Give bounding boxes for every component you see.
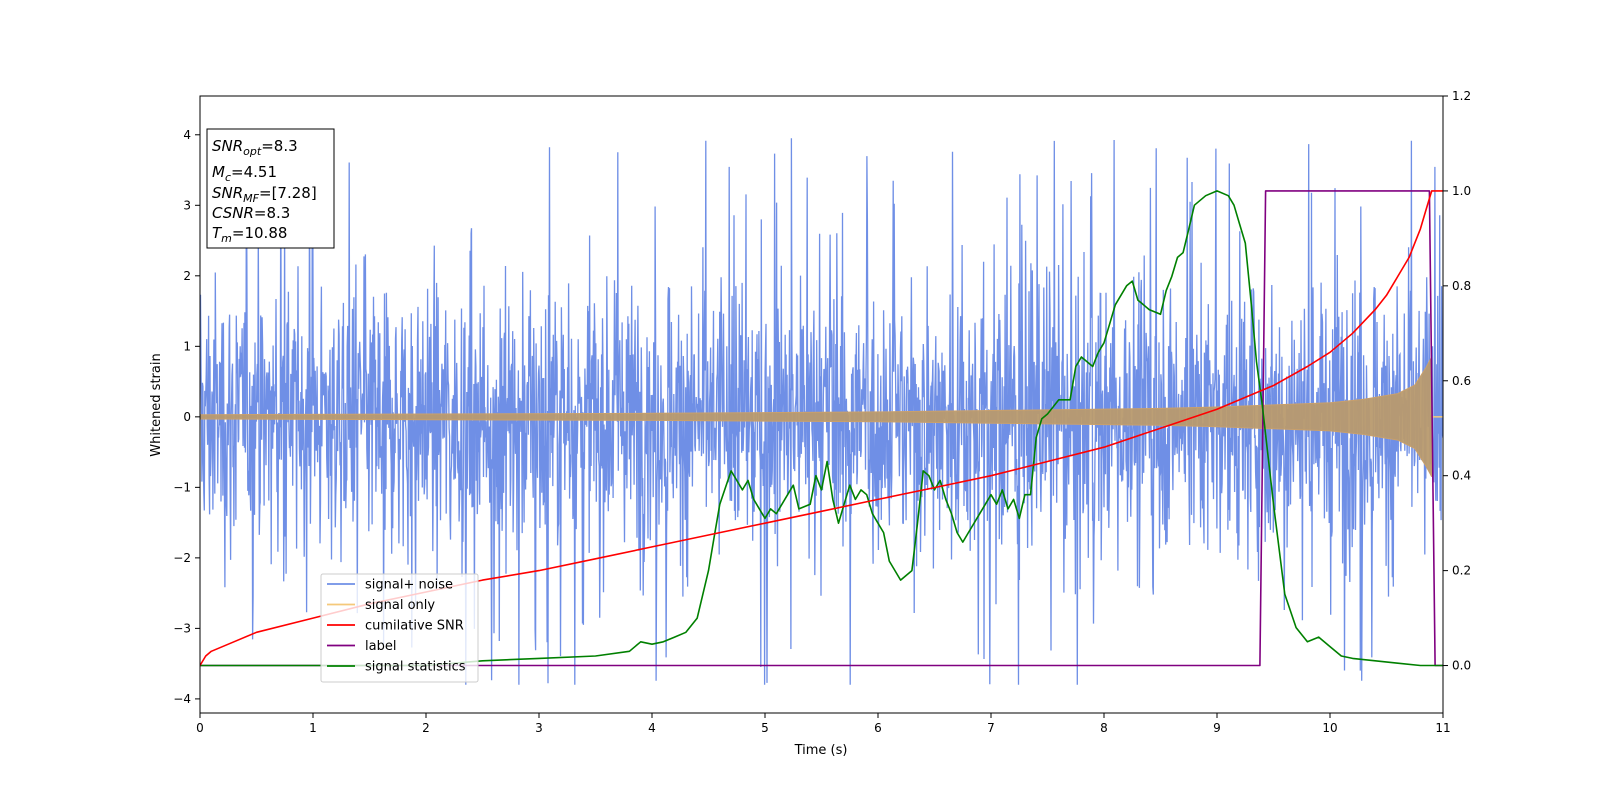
right-y-tick-label: 1.2 <box>1452 89 1471 103</box>
legend-entry-label: signal+ noise <box>365 578 453 593</box>
legend-entry-label: cumilative SNR <box>365 619 464 634</box>
legend-frame <box>320 573 479 683</box>
right-y-tick-label: 0.6 <box>1452 374 1471 388</box>
left-y-tick-label: −1 <box>173 480 191 494</box>
left-y-axis-ticks: −4 −3 −2 −1 0 1 2 3 4 <box>173 128 200 706</box>
left-y-tick-label: −4 <box>173 692 191 706</box>
signal-only-envelope <box>200 356 1433 478</box>
signal-statistics-line <box>200 190 1443 667</box>
legend: signal+ noise signal only cumilative SNR la… <box>320 573 479 683</box>
info-csnr: CSNR=8.3 <box>212 204 290 222</box>
x-tick-label: 9 <box>1213 721 1221 735</box>
x-tick-label: 10 <box>1322 721 1337 735</box>
x-tick-label: 7 <box>987 721 995 735</box>
x-tick-label: 6 <box>874 721 882 735</box>
axes-frame <box>199 95 1444 714</box>
right-y-tick-label: 0.2 <box>1452 564 1471 578</box>
left-y-tick-label: 1 <box>183 339 191 353</box>
info-box: SNRopt=8.3 Mc=4.51 SNRMF=[7.28] CSNR=8.3… <box>206 128 335 249</box>
x-tick-label: 8 <box>1100 721 1108 735</box>
left-y-tick-label: 4 <box>183 128 191 142</box>
legend-entry-label: label <box>365 639 396 654</box>
right-y-tick-label: 0.8 <box>1452 279 1471 293</box>
left-y-tick-label: 0 <box>183 410 191 424</box>
info-tm: Tm=10.88 <box>212 224 287 245</box>
left-y-tick-label: 2 <box>183 269 191 283</box>
signal-noise-line <box>200 138 1443 685</box>
x-tick-label: 0 <box>196 721 204 735</box>
info-box-frame <box>206 128 335 249</box>
right-y-tick-label: 0.0 <box>1452 659 1471 673</box>
legend-entry-label: signal statistics <box>365 660 466 675</box>
x-tick-label: 4 <box>648 721 656 735</box>
x-tick-label: 3 <box>535 721 543 735</box>
x-tick-label: 2 <box>422 721 430 735</box>
legend-entry-label: signal only <box>365 598 435 613</box>
left-y-tick-label: 3 <box>183 198 191 212</box>
x-tick-label: 1 <box>309 721 317 735</box>
left-y-tick-label: −3 <box>173 621 191 635</box>
x-tick-label: 11 <box>1435 721 1450 735</box>
info-mc: Mc=4.51 <box>212 163 277 184</box>
info-snr-opt: SNRopt=8.3 <box>212 137 298 158</box>
right-y-tick-label: 0.4 <box>1452 469 1471 483</box>
x-tick-label: 5 <box>761 721 769 735</box>
x-axis-ticks: 0 1 2 3 4 5 6 7 8 9 10 11 <box>196 713 1451 735</box>
y-axis-label: Whitened strain <box>149 353 164 456</box>
info-snr-mf: SNRMF=[7.28] <box>212 184 317 205</box>
right-y-axis-ticks: 0.0 0.2 0.4 0.6 0.8 1.0 1.2 <box>1443 89 1471 673</box>
right-y-tick-label: 1.0 <box>1452 184 1471 198</box>
left-y-tick-label: −2 <box>173 551 191 565</box>
x-axis-label: Time (s) <box>794 743 848 758</box>
